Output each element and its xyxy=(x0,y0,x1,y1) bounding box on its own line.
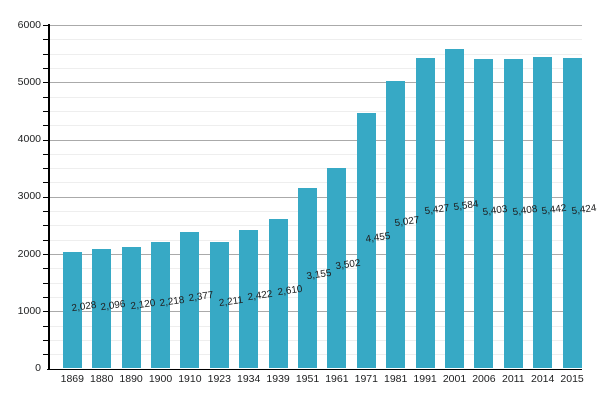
y-axis-tick xyxy=(43,239,49,241)
x-tick-label: 1910 xyxy=(178,373,202,385)
bar xyxy=(533,56,553,369)
y-axis-tick xyxy=(43,153,49,155)
bar xyxy=(180,232,200,369)
y-axis-tick xyxy=(43,96,49,98)
y-axis-label: 6000 xyxy=(17,18,41,31)
bar xyxy=(386,80,406,369)
y-axis-tick xyxy=(43,268,49,270)
x-tick-label: 2011 xyxy=(502,373,525,385)
x-tick-label: 1981 xyxy=(384,373,408,385)
y-axis-label: 5000 xyxy=(17,75,41,88)
major-gridline xyxy=(48,139,582,141)
y-axis-tick xyxy=(43,282,49,284)
y-axis-tick xyxy=(43,39,49,41)
y-axis-tick xyxy=(43,125,49,127)
y-axis-tick xyxy=(43,168,49,170)
bar xyxy=(298,187,317,369)
x-tick-label: 1890 xyxy=(119,373,143,385)
x-tick-label: 2006 xyxy=(472,373,496,385)
bar xyxy=(474,59,494,369)
minor-gridline xyxy=(48,110,582,112)
minor-gridline xyxy=(48,153,582,155)
major-gridline xyxy=(48,82,582,84)
minor-gridline xyxy=(48,182,582,184)
y-axis-tick xyxy=(43,110,49,112)
bar xyxy=(268,219,288,369)
bar xyxy=(92,248,112,369)
y-axis-label: 2000 xyxy=(17,247,41,260)
x-tick-label: 2015 xyxy=(560,373,584,385)
y-axis-tick xyxy=(43,325,49,327)
x-tick-label: 1869 xyxy=(60,373,84,385)
y-axis-tick xyxy=(43,296,49,298)
y-axis-tick xyxy=(43,311,49,313)
y-axis-tick xyxy=(43,25,49,26)
y-axis-tick xyxy=(43,211,49,213)
y-axis-tick xyxy=(43,182,49,184)
y-axis-tick xyxy=(43,196,49,198)
bar xyxy=(327,168,347,369)
y-axis-label: 0 xyxy=(35,362,41,374)
y-axis-tick xyxy=(43,339,49,341)
bar-value-label: 5,424 xyxy=(570,203,597,218)
x-tick-label: 1971 xyxy=(354,373,378,385)
bar xyxy=(415,57,435,369)
x-tick-label: 1880 xyxy=(90,373,114,385)
bar xyxy=(562,57,582,369)
minor-gridline xyxy=(48,67,582,69)
x-tick-label: 1991 xyxy=(413,373,437,385)
minor-gridline xyxy=(48,168,582,170)
x-tick-label: 2001 xyxy=(442,373,467,385)
bar xyxy=(239,229,259,369)
y-axis-tick xyxy=(43,67,49,69)
x-tick-label: 1961 xyxy=(325,373,349,385)
bar xyxy=(151,241,170,369)
x-tick-label: 2014 xyxy=(531,373,555,385)
bar xyxy=(503,58,523,369)
x-tick-label: 1923 xyxy=(207,373,231,385)
x-tick-label: 1951 xyxy=(295,373,320,385)
y-axis-tick xyxy=(43,225,49,227)
y-axis-tick xyxy=(43,254,49,255)
x-axis-line xyxy=(47,368,582,370)
bar xyxy=(356,113,376,369)
y-axis-line xyxy=(48,24,50,370)
y-axis-tick xyxy=(43,53,49,55)
y-axis-tick xyxy=(43,139,49,141)
y-axis-tick xyxy=(43,82,49,84)
y-axis-tick xyxy=(43,354,49,356)
bar xyxy=(209,241,229,369)
minor-gridline xyxy=(48,39,582,41)
bar xyxy=(62,252,82,369)
bar xyxy=(445,48,464,369)
minor-gridline xyxy=(48,125,582,127)
y-axis-label: 3000 xyxy=(17,190,41,203)
y-axis-label: 4000 xyxy=(17,133,41,145)
y-axis-label: 1000 xyxy=(17,304,41,317)
major-gridline xyxy=(48,25,582,26)
x-tick-label: 1939 xyxy=(266,373,290,385)
minor-gridline xyxy=(48,96,582,98)
x-tick-label: 1900 xyxy=(148,373,173,385)
x-tick-label: 1934 xyxy=(237,373,261,385)
minor-gridline xyxy=(48,53,582,55)
bar xyxy=(121,247,141,369)
